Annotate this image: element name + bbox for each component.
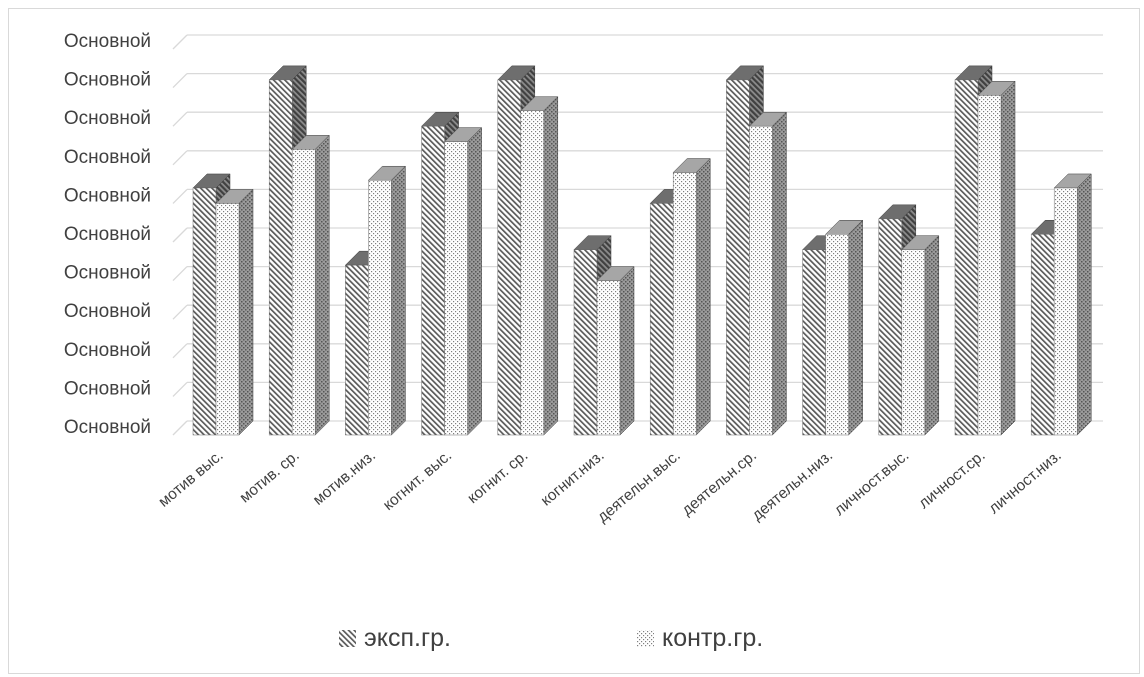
- y-tick-label: Основной: [64, 70, 151, 91]
- gridline-depth: [172, 111, 188, 127]
- bar: [901, 235, 940, 436]
- x-tick-label: личност.низ.: [986, 447, 1065, 517]
- bar: [672, 157, 711, 436]
- x-tick-label: мотив выс.: [155, 447, 226, 511]
- x-tick-label: когнит. выс.: [380, 447, 455, 514]
- y-tick-label: Основной: [64, 224, 151, 245]
- y-tick-label: Основной: [64, 263, 151, 284]
- y-tick-label: Основной: [64, 340, 151, 361]
- bar: [520, 96, 559, 436]
- y-tick-label: Основной: [64, 108, 151, 129]
- gridline-depth: [172, 227, 188, 243]
- y-tick-label: Основной: [64, 378, 151, 399]
- gridline-depth: [172, 266, 188, 282]
- gridline-depth: [172, 34, 188, 50]
- x-tick-label: мотив.низ.: [310, 447, 379, 509]
- x-tick-label: деятельн.выс.: [594, 447, 683, 526]
- x-tick-label: деятельн.ср.: [679, 447, 760, 519]
- x-tick-label: когнит.низ.: [538, 447, 608, 509]
- bar: [291, 134, 330, 436]
- bar: [215, 188, 254, 436]
- legend-swatch: [339, 630, 356, 647]
- x-tick-label: личност.выс.: [831, 447, 912, 519]
- bar: [977, 80, 1016, 436]
- gridline-depth: [172, 420, 188, 436]
- y-tick-label: Основной: [64, 147, 151, 168]
- chart-frame: Основной Основной Основной Основной Основной…: [8, 8, 1140, 674]
- x-tick-label: когнит. ср.: [464, 447, 531, 507]
- gridline-depth: [172, 150, 188, 166]
- bar: [596, 265, 635, 436]
- legend-label: контр.гр.: [662, 624, 763, 652]
- x-tick-label: деятельн.низ.: [749, 447, 836, 524]
- y-tick-label: Основной: [64, 417, 151, 438]
- y-tick-label: Основной: [64, 185, 151, 206]
- bar: [367, 165, 407, 436]
- x-tick-label: мотив. ср.: [237, 447, 303, 506]
- gridline-depth: [172, 188, 188, 204]
- bar-chart: Основной Основной Основной Основной Основной…: [64, 31, 1103, 652]
- gridline-depth: [172, 73, 188, 89]
- gridline-depth: [172, 381, 188, 397]
- gridline-depth: [172, 304, 188, 320]
- bar: [443, 127, 483, 436]
- legend-label: эксп.гр.: [364, 624, 451, 652]
- bar: [824, 219, 864, 436]
- legend-item: контр.гр.: [637, 624, 763, 652]
- y-tick-label: Основной: [64, 301, 151, 322]
- y-tick-label: Основной: [64, 31, 151, 52]
- bar: [1053, 173, 1092, 436]
- legend-item: эксп.гр.: [339, 624, 451, 652]
- gridline-depth: [172, 343, 188, 359]
- legend-swatch: [637, 630, 654, 647]
- bar: [748, 111, 788, 436]
- x-tick-label: личност.ср.: [916, 447, 989, 512]
